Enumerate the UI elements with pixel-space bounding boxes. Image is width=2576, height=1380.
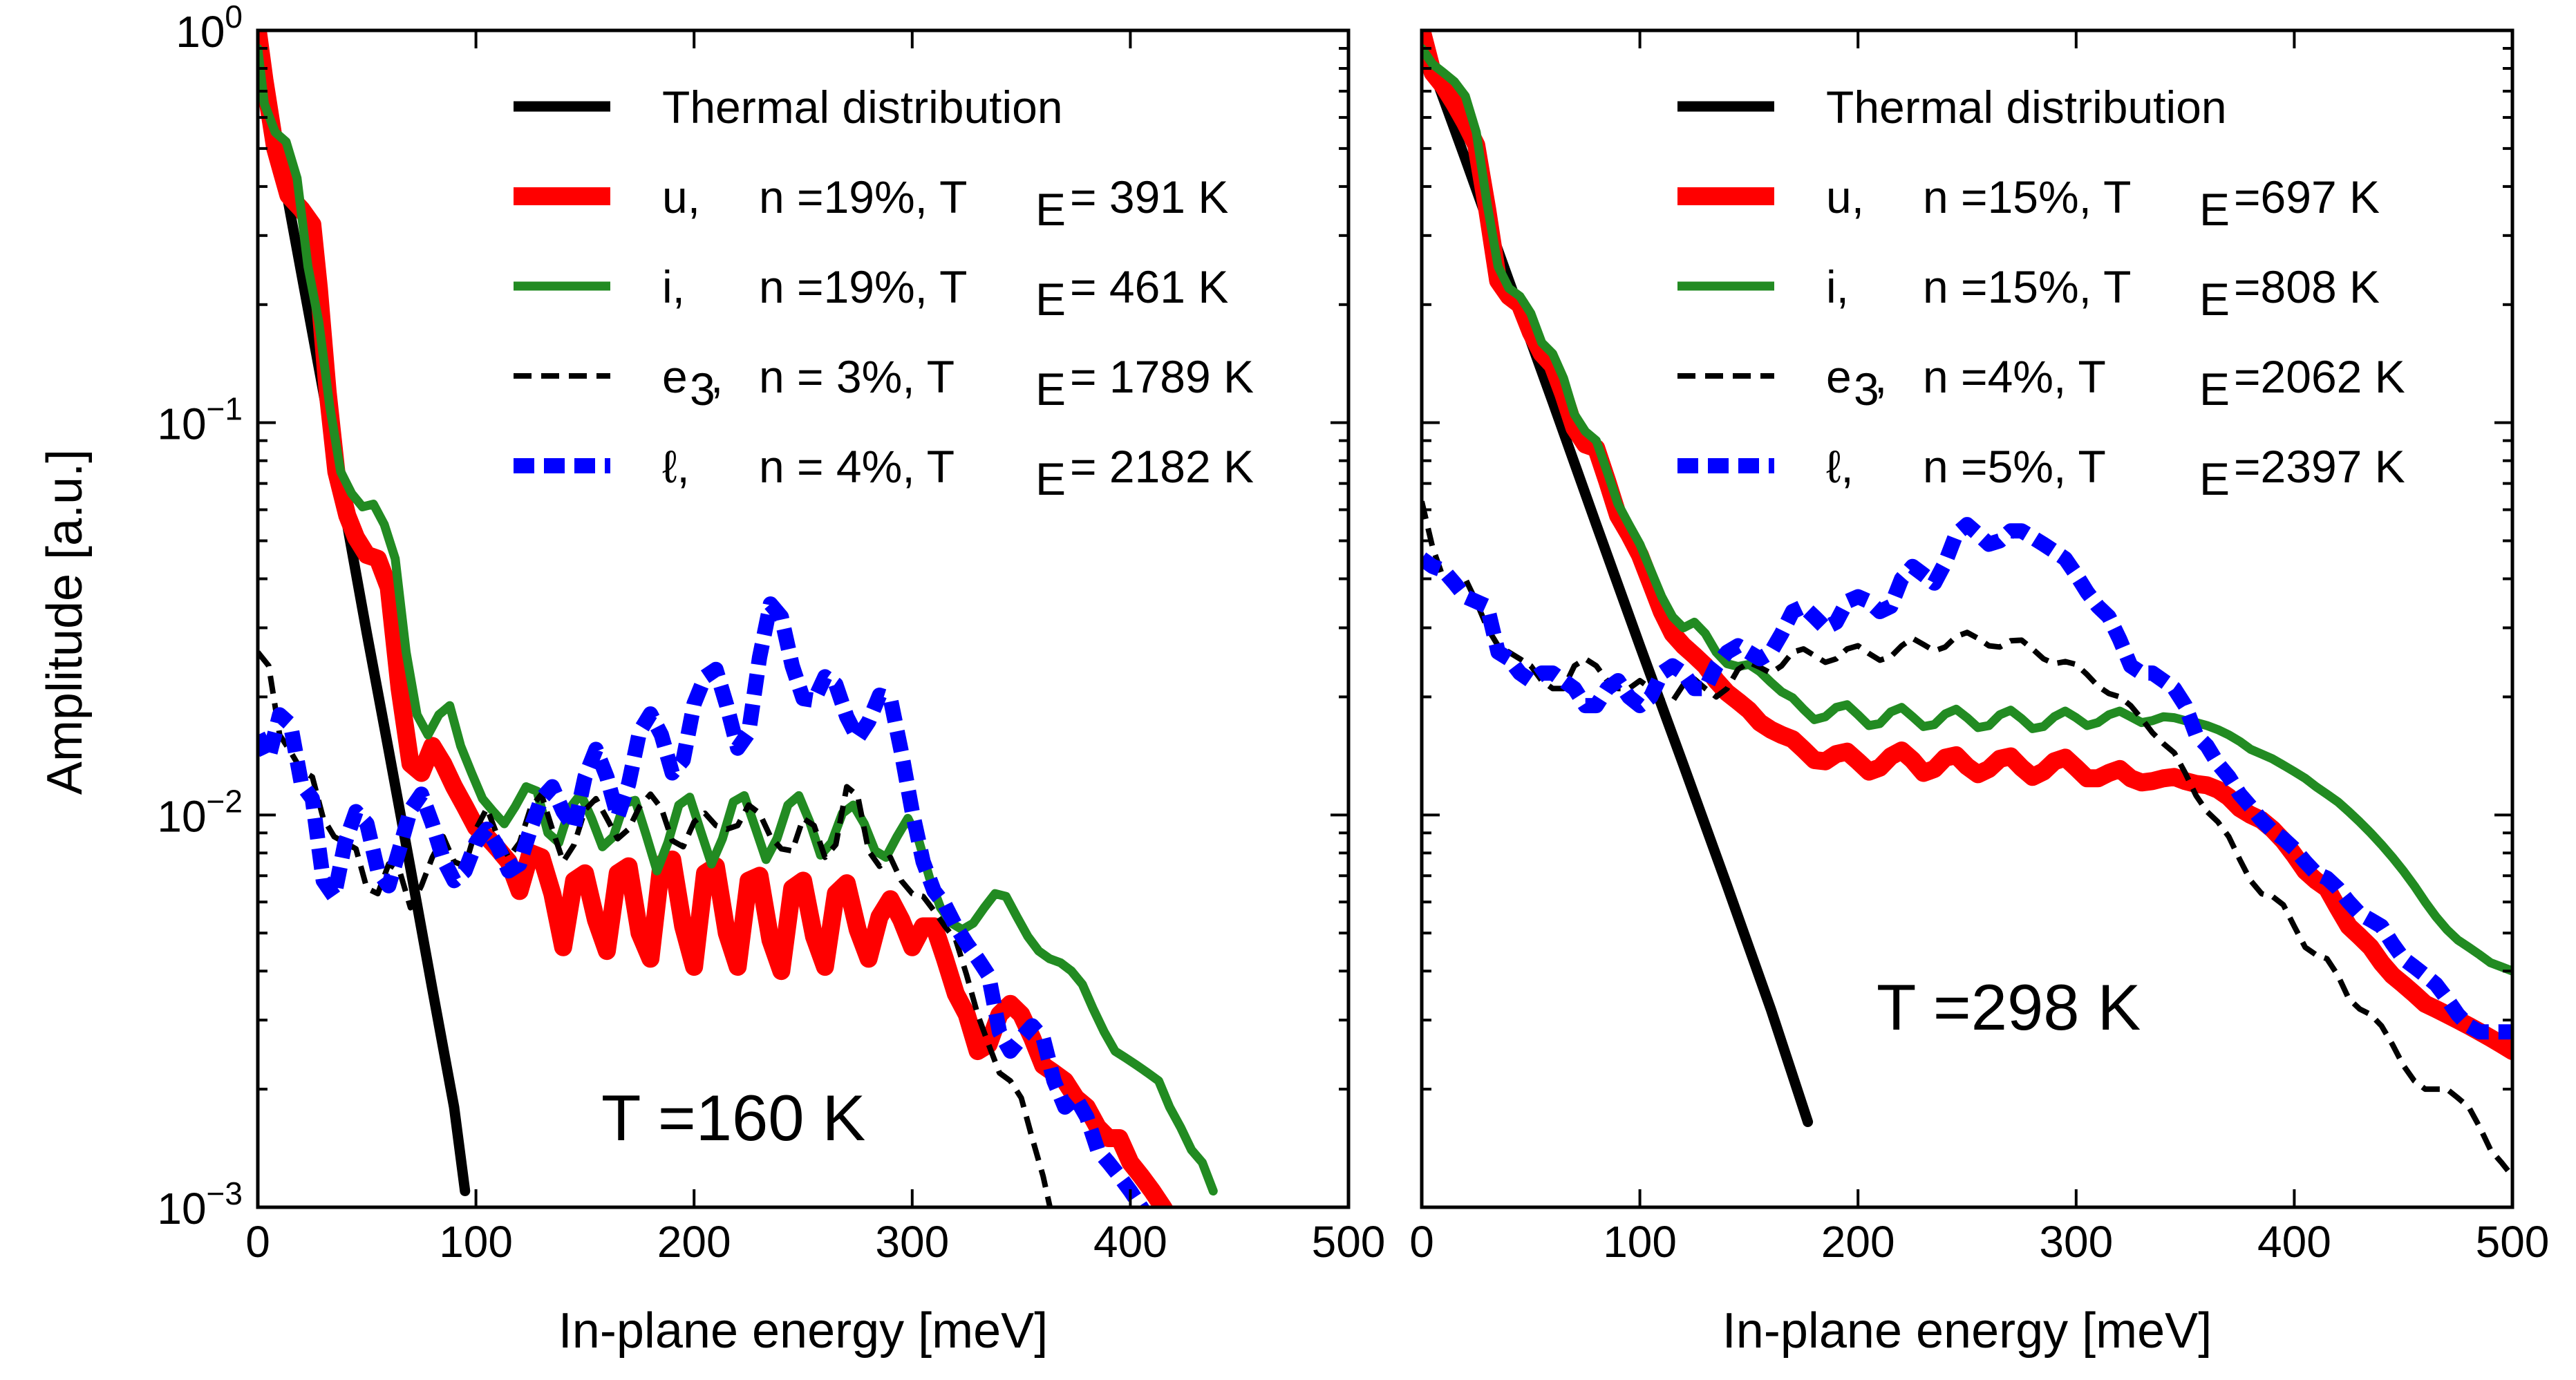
x-tick-label-right: 200 xyxy=(1821,1217,1895,1267)
legend-entry-right-5-density: n =5%, T xyxy=(1923,441,2106,492)
legend-entry-left-3-temp-sub: E xyxy=(1035,274,1066,325)
series-line-left-1 xyxy=(258,34,471,1196)
legend-entry-right-5-temperature: =2397 K xyxy=(2234,441,2405,492)
legend-entry-left-4-name: e xyxy=(662,351,688,402)
legend-entry-right-2-density: n =15%, T xyxy=(1923,171,2131,223)
temperature-annotation-left: T =160 K xyxy=(601,1081,865,1154)
series-line-left-4 xyxy=(258,650,1053,1207)
series-line-right-3 xyxy=(1422,44,2512,976)
x-axis-label-right: In-plane energy [meV] xyxy=(1722,1303,2212,1359)
y-tick-label: 10−1 xyxy=(157,391,243,449)
x-tick-label-right: 500 xyxy=(2476,1217,2550,1267)
legend-entry-right-4-temperature: =2062 K xyxy=(2234,351,2405,402)
legend-entry-right-5-temp-sub: E xyxy=(2199,453,2230,504)
legend-entry-left-2-temp-sub: E xyxy=(1035,184,1066,235)
x-tick-label-left: 300 xyxy=(875,1217,949,1267)
legend-entry-right-3-name: i, xyxy=(1826,261,1849,312)
series-line-right-5 xyxy=(1422,517,2512,1040)
temperature-annotation-right: T =298 K xyxy=(1877,971,2141,1043)
legend-entry-right-1-name: Thermal distribution xyxy=(1826,82,2227,133)
plot-frame-right xyxy=(1420,28,2514,1209)
y-axis-label: Amplitude [a.u.] xyxy=(37,449,93,795)
legend-entry-left-4-temp-sub: E xyxy=(1035,363,1066,415)
legend-entry-left-3-density: n =19%, T xyxy=(759,261,967,312)
legend-entry-right-5-name: ℓ, xyxy=(1826,441,1854,492)
legend-entry-right-3-temp-sub: E xyxy=(2199,274,2230,325)
legend-entry-left-2-density: n =19%, T xyxy=(759,171,967,223)
legend-entry-left-4-name-comma: , xyxy=(711,351,723,402)
legend-entry-left-5-temp-sub: E xyxy=(1035,453,1066,504)
legend-entry-left-1-name: Thermal distribution xyxy=(662,82,1063,133)
legend-entry-right-4-name: e xyxy=(1826,351,1852,402)
legend-entry-left-5-name: ℓ, xyxy=(662,441,690,492)
legend-entry-right-4-density: n =4%, T xyxy=(1923,351,2106,402)
legend-entry-right-2-temperature: =697 K xyxy=(2234,171,2380,223)
legend-entry-right-2-name: u, xyxy=(1826,171,1864,223)
legend-entry-right-3-density: n =15%, T xyxy=(1923,261,2131,312)
x-tick-label-left: 0 xyxy=(245,1217,270,1267)
legend-entry-left-4-density: n = 3%, T xyxy=(759,351,955,402)
y-tick-label: 10−2 xyxy=(157,783,243,841)
x-tick-label-right: 400 xyxy=(2257,1217,2331,1267)
series-line-left-2 xyxy=(258,30,1174,1207)
legend-entry-left-2-name: u, xyxy=(662,171,700,223)
legend-entry-right-4-name-sub: 3 xyxy=(1854,363,1879,415)
legend-entry-left-3-temperature: = 461 K xyxy=(1070,261,1228,312)
series-layer-left xyxy=(258,30,1218,1207)
x-tick-label-left: 200 xyxy=(657,1217,731,1267)
series-layer-right xyxy=(1422,30,2512,1178)
x-axis-label-left: In-plane energy [meV] xyxy=(558,1303,1048,1359)
legend-entry-left-4-name-sub: 3 xyxy=(690,363,715,415)
x-tick-label-right: 100 xyxy=(1603,1217,1677,1267)
legend-entry-left-4-temperature: = 1789 K xyxy=(1070,351,1254,402)
legend-entry-right-4-temp-sub: E xyxy=(2199,363,2230,415)
legend-entry-left-2-temperature: = 391 K xyxy=(1070,171,1228,223)
x-tick-label-right: 0 xyxy=(1409,1217,1434,1267)
y-tick-label: 10−3 xyxy=(157,1175,243,1234)
x-tick-label-left: 400 xyxy=(1093,1217,1167,1267)
legend-entry-right-3-temperature: =808 K xyxy=(2234,261,2380,312)
legend-entry-right-4-name-comma: , xyxy=(1874,351,1887,402)
series-line-right-4 xyxy=(1422,500,2512,1178)
legend-entry-left-3-name: i, xyxy=(662,261,685,312)
y-tick-label: 100 xyxy=(176,0,243,57)
legend-entry-left-5-density: n = 4%, T xyxy=(759,441,955,492)
x-tick-label-left: 500 xyxy=(1312,1217,1386,1267)
x-tick-label-right: 300 xyxy=(2039,1217,2113,1267)
series-line-left-3 xyxy=(258,44,1218,1195)
legend-entry-left-5-temperature: = 2182 K xyxy=(1070,441,1254,492)
plot-frame-left xyxy=(256,28,1351,1209)
x-tick-label-left: 100 xyxy=(439,1217,513,1267)
series-line-left-5 xyxy=(258,596,1151,1207)
legend-entry-right-2-temp-sub: E xyxy=(2199,184,2230,235)
